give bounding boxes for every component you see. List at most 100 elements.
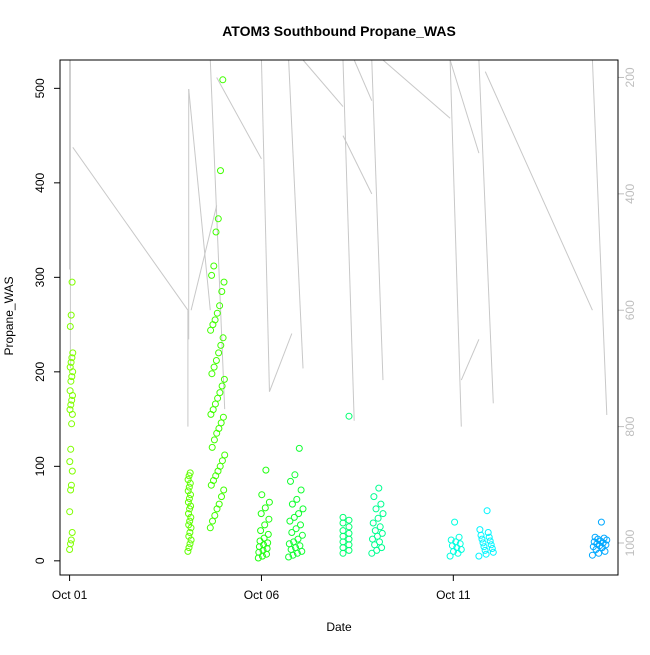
data-point — [66, 508, 74, 516]
x-tick-label: Oct 01 — [52, 588, 88, 602]
data-point — [67, 311, 75, 319]
data-point — [66, 363, 74, 371]
data-point — [218, 382, 226, 390]
data-point — [339, 513, 347, 521]
altitude-trace-segment — [72, 146, 189, 311]
data-point — [456, 540, 464, 548]
data-point — [186, 517, 194, 525]
data-point — [185, 510, 192, 518]
data-point — [295, 510, 303, 518]
data-point — [476, 526, 484, 534]
y2-tick-label: 1000 — [623, 529, 637, 556]
data-point — [296, 542, 304, 550]
data-point — [257, 510, 265, 518]
data-point — [67, 401, 75, 409]
data-point — [210, 363, 218, 371]
data-point — [67, 540, 74, 548]
altitude-trace-segment — [260, 59, 270, 392]
altitude-trace-segment — [288, 59, 304, 369]
data-point — [369, 519, 377, 527]
altitude-trace-segment — [190, 205, 218, 311]
data-point — [376, 523, 384, 531]
altitude-trace-segment — [449, 59, 462, 427]
data-point — [447, 536, 455, 544]
data-point — [217, 341, 225, 349]
data-point — [67, 377, 75, 385]
data-point — [292, 525, 300, 533]
altitude-trace-segment — [342, 59, 355, 421]
data-point — [210, 262, 218, 270]
data-point — [68, 529, 76, 536]
data-point — [218, 457, 226, 465]
data-point — [484, 529, 492, 536]
y-tick-label: 100 — [33, 456, 47, 476]
data-point — [184, 498, 192, 506]
y-tick-label: 0 — [33, 557, 47, 564]
data-point — [288, 529, 296, 536]
data-point — [67, 445, 75, 453]
data-point — [378, 529, 386, 537]
data-point — [298, 531, 306, 539]
data-point — [66, 323, 74, 330]
data-point — [377, 500, 385, 508]
data-point — [208, 443, 216, 451]
data-point — [374, 514, 382, 522]
data-point — [260, 541, 268, 549]
altitude-trace-segment — [484, 71, 593, 311]
data-point — [220, 375, 228, 383]
data-point — [208, 271, 216, 279]
data-point — [291, 471, 299, 479]
data-point — [588, 551, 596, 559]
data-point — [261, 504, 269, 512]
altitude-trace-segment — [216, 77, 262, 160]
data-point — [187, 536, 195, 544]
altitude-trace-segment — [302, 59, 344, 107]
data-point — [485, 533, 493, 541]
data-point — [264, 539, 272, 547]
data-point — [207, 326, 215, 334]
data-point — [285, 540, 293, 548]
data-point — [186, 479, 194, 487]
data-point — [261, 521, 269, 529]
data-point — [218, 493, 225, 501]
data-point — [446, 552, 454, 560]
data-point — [451, 518, 459, 526]
data-point — [66, 387, 74, 395]
data-point — [293, 495, 301, 503]
x-axis-label: Date — [326, 620, 352, 634]
altitude-trace-segment — [342, 135, 373, 195]
data-point — [206, 524, 214, 532]
y-tick-label: 200 — [33, 362, 47, 382]
altitude-trace-segment — [371, 59, 384, 381]
data-point — [372, 505, 380, 513]
data-point — [67, 358, 75, 366]
data-point — [66, 458, 74, 466]
data-point — [286, 517, 294, 525]
data-point — [483, 507, 491, 515]
y2-tick-label: 600 — [623, 300, 637, 320]
data-point — [67, 481, 75, 489]
data-point — [214, 394, 222, 402]
altitude-trace-segment — [268, 333, 293, 392]
data-point — [375, 484, 383, 492]
y-axis-label: Propane_WAS — [2, 277, 16, 356]
y-tick-label: 400 — [33, 173, 47, 193]
data-point — [597, 518, 605, 526]
chart-title: ATOM3 Southbound Propane_WAS — [222, 23, 456, 39]
data-point — [265, 498, 273, 506]
data-point — [220, 278, 228, 286]
data-point — [69, 349, 77, 357]
data-point — [220, 486, 228, 494]
data-point — [345, 412, 353, 420]
data-point — [290, 513, 298, 521]
data-point — [216, 389, 224, 397]
altitude-trace-segment — [591, 59, 608, 415]
data-point — [294, 535, 302, 543]
data-point — [211, 316, 219, 324]
y2-tick-label: 200 — [623, 67, 637, 87]
data-point — [186, 529, 194, 536]
data-point — [185, 521, 193, 529]
data-point — [219, 76, 227, 84]
